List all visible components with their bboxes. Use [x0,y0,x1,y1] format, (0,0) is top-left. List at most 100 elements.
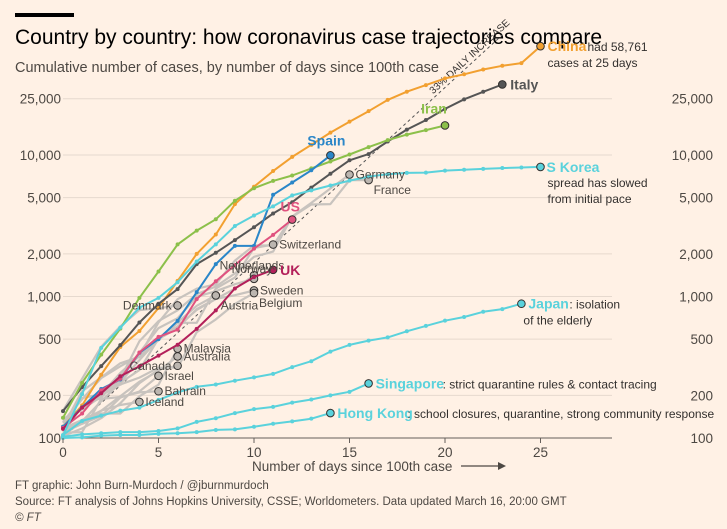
data-point-iran [213,217,218,222]
data-point-hong-kong [290,419,295,424]
data-point-s-korea [423,170,428,175]
data-point-spain [309,168,314,173]
data-point-s-korea [252,213,256,218]
series-line-france [62,179,369,423]
series-label-hong-kong: Hong Kong [337,405,412,421]
series-label-australia: Australia [184,349,231,363]
data-point-s-korea [290,193,295,198]
y-tick-label-right: 25,000 [672,92,713,107]
data-point-s-korea [347,178,352,183]
data-point-s-korea [137,305,142,310]
data-point-s-korea [99,345,104,350]
data-point-s-korea [366,174,371,179]
y-tick-label-right: 200 [690,388,713,403]
data-point-china [519,61,524,66]
data-point-italy [271,211,276,216]
x-tick-label: 0 [59,445,67,460]
series-line-bahrain [62,390,159,434]
endpoint-marker-uk [268,265,278,275]
series-line-s-korea [62,165,541,437]
y-tick-label-left: 25,000 [20,92,61,107]
data-point-s-korea [309,188,314,193]
chart-subtitle: Cumulative number of cases, by number of… [15,60,439,76]
series-label-belgium: Belgium [259,296,302,310]
data-point-us [137,350,142,355]
data-point-hong-kong [232,427,237,432]
y-tick-label-right: 100 [690,431,713,446]
y-tick-label-right: 5,000 [679,191,713,206]
data-point-spain [232,243,237,248]
data-point-singapore [271,404,276,409]
data-point-japan [137,405,142,410]
data-point-iran [366,145,371,150]
data-point-uk [118,374,123,379]
x-tick-label: 5 [155,445,163,460]
data-point-iran [175,242,180,247]
data-point-hong-kong [213,427,218,432]
data-point-japan [213,382,218,387]
data-point-japan [118,408,123,413]
series-label-italy: Italy [510,76,538,92]
data-point-china [328,130,333,135]
footer-credit: FT graphic: John Burn-Murdoch / @jburnmu… [15,480,269,492]
series-label-s-korea: S Korea [547,159,600,175]
series-layer [61,41,545,440]
data-point-iran [328,159,333,164]
endpoint-marker-japan [517,299,526,309]
endpoint-marker-israel [154,371,163,381]
y-tick-label-left: 2,000 [27,247,61,262]
data-point-china [156,305,161,310]
annotation-japan-line2: of the elderly [523,314,592,328]
data-point-japan [347,342,352,347]
data-point-uk [61,426,65,431]
data-point-spain [271,192,276,197]
endpoint-marker-germany [345,170,354,179]
data-point-s-korea [194,259,199,264]
data-point-italy [252,225,256,230]
data-point-iran [290,173,295,178]
y-tick-label-left: 5,000 [27,191,61,206]
data-point-uk [80,405,85,410]
data-point-japan [175,390,180,395]
data-point-china [481,67,486,72]
data-point-japan [80,418,85,423]
data-point-iran [404,132,409,137]
data-point-china [462,72,467,77]
data-point-s-korea [443,168,447,173]
series-label-malaysia: Malaysia [184,342,232,356]
data-point-spain [175,318,180,323]
x-axis-arrow-head [498,462,506,470]
data-point-japan [404,329,409,334]
series-label-spain: Spain [307,132,345,148]
endpoint-marker-hong-kong [326,408,335,418]
endpoint-marker-belgium [249,288,259,298]
data-point-us [271,232,276,237]
data-point-japan [328,349,333,354]
series-label-norway: Norway [232,262,273,276]
data-point-iran [80,380,85,385]
data-point-singapore [194,419,199,424]
y-tick-label-right: 500 [690,332,713,347]
data-point-italy [347,158,352,163]
y-tick-label-left: 100 [38,431,61,446]
series-label-netherlands: Netherlands [220,258,285,272]
series-line-uk [62,268,274,430]
data-point-iran [194,228,199,233]
series-label-singapore: Singapore [376,375,445,391]
x-tick-label: 15 [342,445,357,460]
data-point-us [194,297,199,302]
series-label-japan: Japan [528,296,568,312]
endpoint-marker-iran [440,121,450,130]
data-point-us [175,327,180,332]
data-point-singapore [118,430,123,435]
data-point-iran [423,128,428,133]
data-point-italy [137,320,142,325]
data-point-japan [462,315,467,320]
data-point-s-korea [213,242,218,247]
data-point-spain [194,290,199,295]
data-point-italy [404,127,409,132]
data-point-china [404,89,409,94]
series-label-bahrain: Bahrain [165,384,206,398]
data-point-japan [481,309,486,314]
data-point-s-korea [118,325,123,330]
